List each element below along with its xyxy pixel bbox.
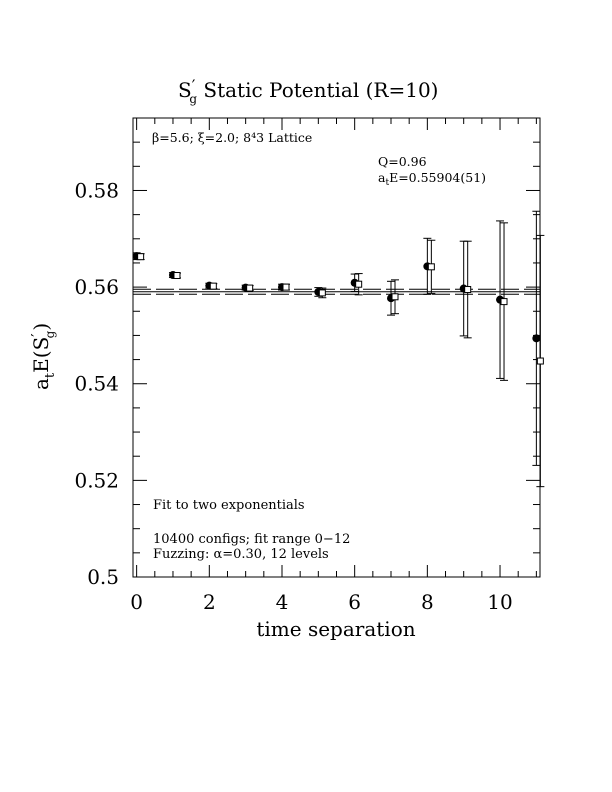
- open-square-point: [391, 293, 399, 301]
- energy-main: a: [378, 170, 386, 185]
- x-tick-label: 4: [276, 590, 289, 614]
- filled-circle-point: [532, 334, 541, 343]
- x-axis-label: time separation: [256, 617, 415, 641]
- lattice-annotation: β=5.6; ξ=2.0; 8⁴3 Lattice: [152, 130, 312, 145]
- fuzzing-annotation: Fuzzing: α=0.30, 12 levels: [153, 547, 329, 562]
- x-tick-labels: 0 2 4 6 8 10: [130, 590, 512, 614]
- y-tick-label: 0.5: [87, 565, 119, 589]
- ylabel-sub: t: [43, 372, 58, 378]
- open-square-point: [500, 298, 508, 306]
- open-square-point: [137, 253, 145, 261]
- fit-band: [133, 288, 540, 295]
- ylabel-mid: E(S: [29, 337, 53, 373]
- data-points: [132, 210, 545, 488]
- open-square-point: [318, 289, 326, 297]
- title-rest: Static Potential (R=10): [197, 78, 438, 102]
- energy-rest: E=0.55904(51): [389, 170, 486, 185]
- title-sub: g: [189, 92, 197, 106]
- title-prime: ′: [192, 76, 196, 95]
- chart-title: S′ g Static Potential (R=10): [178, 76, 438, 106]
- energy-annotation: atE=0.55904(51): [378, 170, 486, 188]
- q-value-annotation: Q=0.96: [378, 154, 427, 169]
- title-main: S: [178, 78, 192, 102]
- open-square-point: [246, 284, 254, 292]
- fit-type-annotation: Fit to two exponentials: [153, 498, 305, 513]
- x-tick-label: 2: [203, 590, 216, 614]
- y-tick-labels: 0.5 0.52 0.54 0.56 0.58: [74, 178, 119, 589]
- y-tick-label: 0.54: [74, 372, 119, 396]
- ylabel-sub2: g: [43, 330, 57, 338]
- y-tick-label: 0.56: [74, 275, 119, 299]
- open-square-point: [427, 263, 435, 271]
- open-square-point: [355, 280, 363, 288]
- y-tick-label: 0.52: [74, 468, 119, 492]
- x-tick-label: 10: [487, 590, 512, 614]
- open-square-point: [173, 272, 181, 280]
- y-axis-label: atE(S′g): [28, 323, 58, 390]
- energy-sub: t: [385, 178, 389, 188]
- ylabel-prime: ′: [28, 333, 46, 337]
- open-square-point: [282, 283, 290, 291]
- ylabel-main: a: [29, 378, 53, 390]
- x-tick-label: 8: [421, 590, 434, 614]
- ylabel-end: ): [29, 323, 53, 331]
- x-tick-label: 0: [130, 590, 143, 614]
- open-square-point: [209, 282, 217, 290]
- open-square-point: [464, 286, 472, 294]
- x-tick-label: 6: [348, 590, 361, 614]
- y-tick-label: 0.58: [74, 178, 119, 202]
- configs-annotation: 10400 configs; fit range 0−12: [153, 532, 350, 547]
- axis-ticks: [133, 117, 540, 578]
- open-square-point: [536, 357, 544, 365]
